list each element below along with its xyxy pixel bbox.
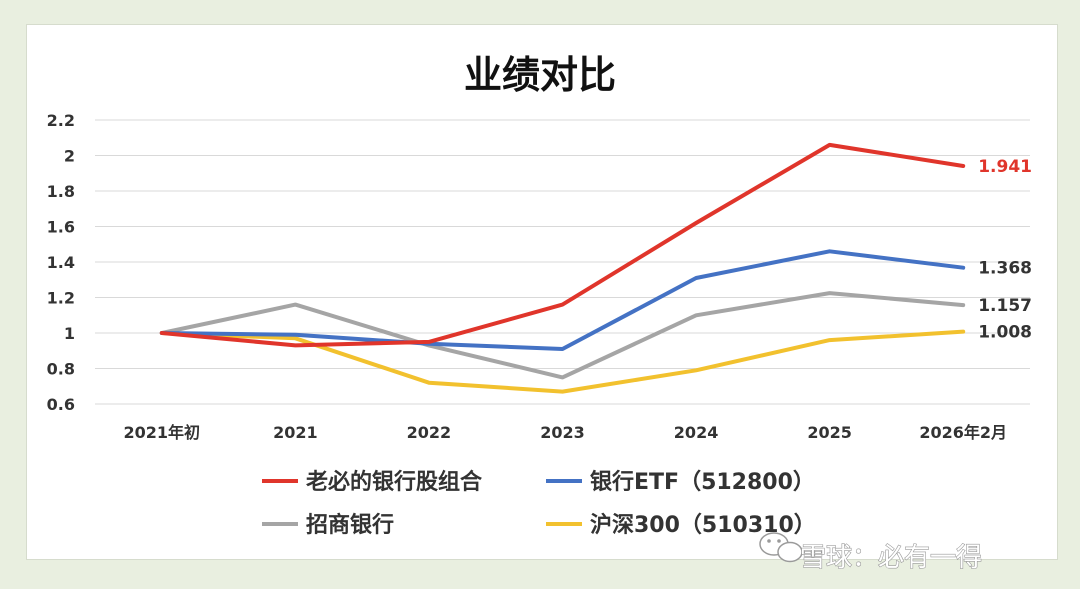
y-tick-label: 1 xyxy=(64,324,75,343)
legend-label: 银行ETF（512800） xyxy=(590,469,815,495)
legend-label: 招商银行 xyxy=(306,512,394,538)
series-line-0 xyxy=(159,142,966,348)
grid-lines xyxy=(95,119,1030,405)
y-tick-label: 1.2 xyxy=(47,289,75,308)
x-tick-label: 2025 xyxy=(807,423,852,442)
x-tick-label: 2021 xyxy=(273,423,318,442)
y-tick-label: 0.6 xyxy=(47,395,75,414)
series-line-1 xyxy=(159,249,966,351)
y-axis-ticks: 0.6 0.8 1 1.2 1.4 1.6 1.8 2 2.2 xyxy=(47,111,75,414)
legend: 老必的银行股组合 银行ETF（512800）招商银行 沪深300（510310） xyxy=(262,469,816,538)
wechat-icon xyxy=(759,532,803,563)
legend-label: 老必的银行股组合 xyxy=(305,469,483,495)
y-tick-label: 1.6 xyxy=(47,218,75,237)
x-tick-label: 2024 xyxy=(674,423,719,442)
y-tick-label: 2 xyxy=(64,147,75,166)
y-tick-label: 1.8 xyxy=(47,182,75,201)
chart-title: 业绩对比 xyxy=(464,53,616,97)
x-axis-ticks: 2021年初 2021 2022 2023 2024 2025 2026年2月 xyxy=(124,423,1008,442)
series-line-3 xyxy=(159,329,966,394)
y-tick-label: 1.4 xyxy=(47,253,75,272)
watermark-text: 雪球：必有一得 xyxy=(800,543,982,573)
end-label: 1.368 xyxy=(978,259,1032,279)
y-tick-label: 2.2 xyxy=(47,111,75,130)
x-tick-label: 2023 xyxy=(540,423,585,442)
x-tick-label: 2026年2月 xyxy=(919,423,1007,442)
series-line-2 xyxy=(159,291,966,380)
end-label: 1.008 xyxy=(978,323,1032,343)
end-label: 1.157 xyxy=(978,296,1032,316)
x-tick-label: 2021年初 xyxy=(124,423,201,442)
end-label: 1.941 xyxy=(978,157,1032,177)
series-lines xyxy=(159,142,966,394)
watermark: 雪球：必有一得 xyxy=(759,532,983,574)
chart-card xyxy=(26,24,1058,560)
end-labels: 1.941 1.368 1.157 1.008 xyxy=(978,157,1032,343)
x-tick-label: 2022 xyxy=(407,423,452,442)
y-tick-label: 0.8 xyxy=(47,360,75,379)
